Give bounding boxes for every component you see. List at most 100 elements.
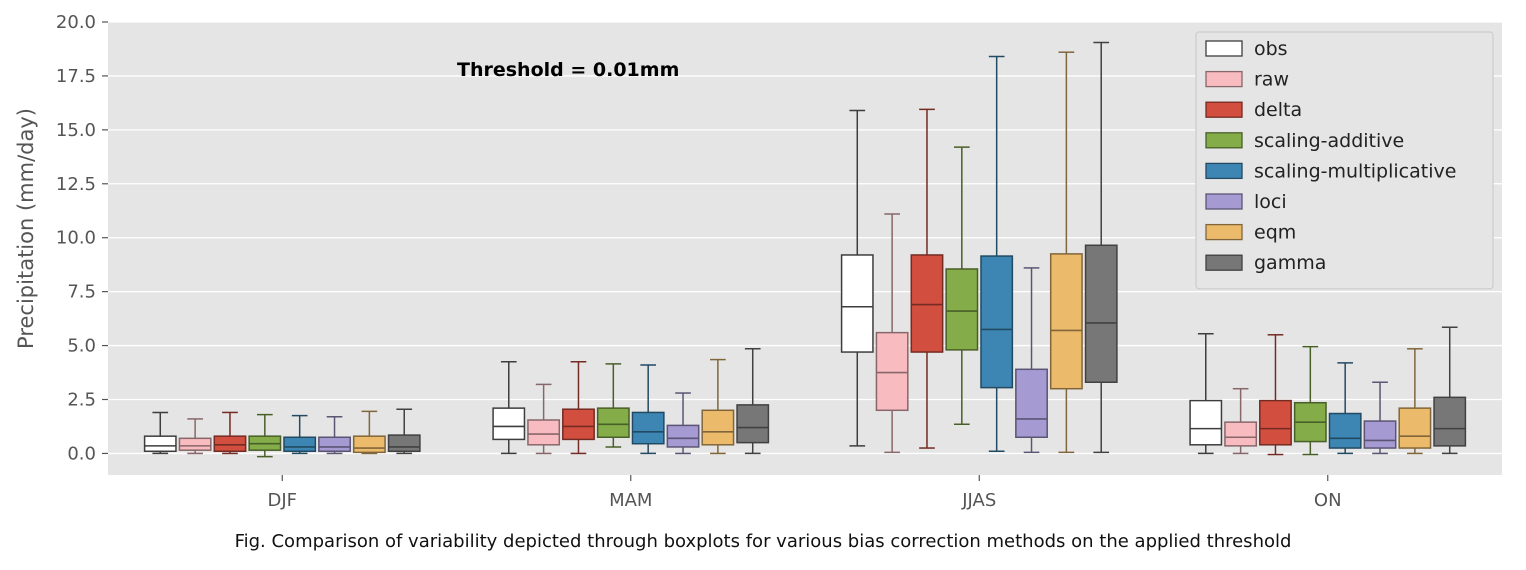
box-body — [1259, 399, 1292, 446]
box-body — [1049, 253, 1083, 390]
figure-caption: Fig. Comparison of variability depicted … — [234, 531, 1292, 552]
box-body — [352, 435, 386, 454]
legend-label: delta — [1254, 99, 1302, 121]
box-delta — [1259, 334, 1292, 456]
box-body — [875, 331, 909, 412]
legend-label: eqm — [1254, 222, 1296, 244]
box-body — [387, 434, 421, 453]
box-obs — [143, 411, 177, 455]
box-body — [1328, 412, 1362, 449]
box-body — [631, 411, 665, 445]
box-body — [666, 424, 700, 448]
legend-label: scaling-additive — [1254, 130, 1404, 152]
box-delta — [562, 361, 595, 455]
y-tick-label: 12.5 — [56, 174, 96, 195]
legend-swatch — [1205, 254, 1243, 271]
x-axis: DJF MAM JJAS ON — [267, 475, 1342, 511]
y-tick-label: 5.0 — [67, 336, 96, 357]
box-obs — [492, 361, 526, 455]
box-delta — [910, 108, 944, 449]
box-loci — [666, 392, 700, 455]
box-gamma — [1433, 326, 1467, 455]
legend-swatch — [1205, 70, 1243, 88]
box-loci — [318, 416, 351, 455]
box-obs — [1189, 332, 1223, 455]
box-eqm — [352, 410, 386, 455]
box-scaling-additive — [596, 363, 630, 448]
box-body — [143, 435, 177, 453]
y-tick-label: 17.5 — [56, 66, 96, 87]
box-body — [527, 419, 561, 446]
legend-frame — [1195, 31, 1494, 290]
legend-swatch — [1205, 162, 1243, 180]
legend-swatch — [1205, 101, 1243, 118]
box-body — [1015, 368, 1048, 438]
legend: obs raw delta scaling-additive scaling-multi… — [1195, 31, 1494, 290]
legend-label: scaling-multiplicative — [1254, 160, 1456, 182]
box-raw — [1224, 387, 1258, 455]
legend-swatch — [1205, 193, 1243, 210]
box-body — [910, 254, 944, 353]
box-body — [701, 409, 735, 446]
box-body — [945, 268, 979, 351]
box-body — [596, 407, 630, 438]
box-body — [1224, 421, 1258, 447]
box-gamma — [736, 348, 770, 455]
box-scaling-additive — [248, 413, 282, 458]
box-body — [1084, 244, 1118, 383]
y-tick-label: 15.0 — [56, 120, 96, 141]
box-loci — [1015, 267, 1048, 454]
legend-swatch — [1205, 40, 1243, 57]
box-delta — [213, 411, 247, 455]
box-body — [178, 437, 212, 451]
box-raw — [527, 383, 561, 455]
box-scaling-multiplicative — [631, 364, 665, 455]
box-body — [736, 404, 770, 444]
threshold-annotation: Threshold = 0.01mm — [457, 59, 679, 81]
box-body — [980, 255, 1014, 389]
box-scaling-multiplicative — [1328, 362, 1362, 455]
boxes — [143, 41, 1467, 458]
box-raw — [178, 418, 212, 455]
x-tick-label: DJF — [267, 490, 297, 511]
box-scaling-multiplicative — [283, 414, 317, 455]
legend-label: raw — [1254, 69, 1289, 91]
y-tick-label: 2.5 — [67, 390, 96, 411]
box-body — [283, 436, 317, 453]
legend-label: gamma — [1254, 252, 1326, 274]
box-raw — [875, 213, 909, 454]
y-tick-label: 20.0 — [56, 12, 96, 33]
legend-swatch — [1205, 223, 1243, 241]
box-eqm — [701, 358, 735, 455]
legend-swatch — [1205, 132, 1243, 149]
box-body — [1189, 399, 1223, 446]
y-axis: 0.0 2.5 5.0 7.5 10.0 12.5 15.0 17.5 20.0 — [56, 12, 108, 464]
box-scaling-additive — [1293, 345, 1327, 456]
y-axis-title: Precipitation (mm/day) — [14, 108, 38, 349]
box-body — [492, 407, 526, 441]
box-obs — [840, 109, 874, 447]
box-loci — [1363, 381, 1397, 455]
box-body — [1398, 407, 1432, 449]
box-body — [318, 436, 351, 453]
y-tick-label: 10.0 — [56, 228, 96, 249]
x-tick-label: MAM — [609, 490, 652, 511]
box-gamma — [1084, 41, 1118, 454]
y-tick-label: 7.5 — [67, 282, 96, 303]
x-tick-label: JJAS — [961, 490, 996, 511]
box-scaling-multiplicative — [980, 55, 1014, 453]
box-scaling-additive — [945, 146, 979, 426]
box-body — [562, 408, 595, 441]
x-tick-label: ON — [1314, 490, 1342, 511]
box-body — [213, 435, 247, 453]
box-body — [1363, 420, 1397, 449]
box-body — [1433, 396, 1467, 447]
box-eqm — [1049, 51, 1083, 454]
box-body — [840, 254, 874, 353]
y-tick-label: 0.0 — [67, 443, 96, 464]
box-gamma — [387, 408, 421, 455]
box-eqm — [1398, 348, 1432, 455]
legend-label: loci — [1254, 191, 1287, 213]
legend-label: obs — [1254, 38, 1288, 60]
